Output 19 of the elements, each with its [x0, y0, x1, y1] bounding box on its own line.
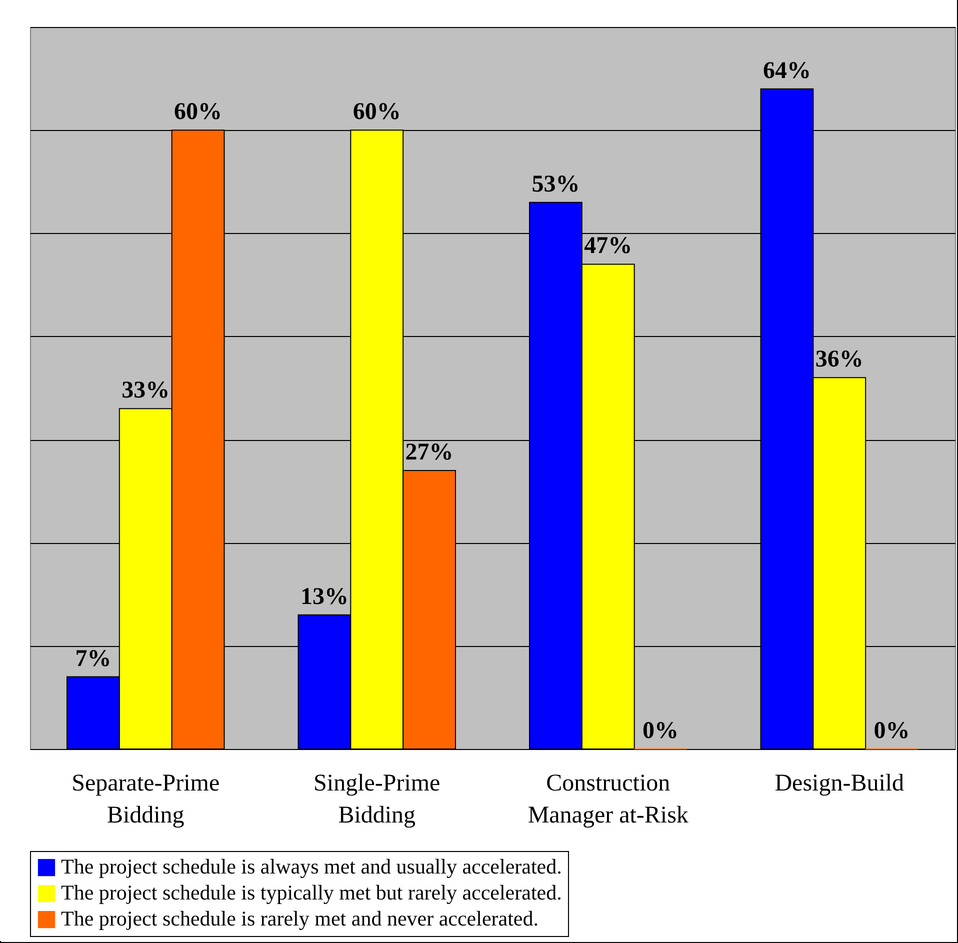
data-label: 60%: [352, 99, 401, 126]
data-label: 64%: [762, 58, 811, 84]
data-label: 53%: [532, 171, 580, 198]
data-label: 27%: [405, 440, 454, 466]
x-tick-label: Design-Build: [774, 770, 904, 796]
x-tick-label: Separate-Prime Bidding: [72, 770, 220, 828]
data-label: 36%: [815, 346, 864, 373]
data-label: 47%: [584, 233, 632, 260]
data-label: 33%: [122, 378, 170, 404]
data-label: 7%: [75, 646, 112, 672]
data-label: 0%: [874, 718, 910, 744]
x-tick-label: Construction Manager at-Risk: [528, 770, 688, 828]
x-tick-label: Single-Prime Bidding: [314, 770, 440, 828]
data-label: 13%: [300, 584, 348, 610]
legend-label: The project schedule is always met and usually accelerated.: [61, 854, 562, 878]
legend-label: The project schedule is rarely met and never accelerated.: [61, 906, 538, 930]
data-label: 60%: [174, 99, 222, 126]
data-label: 0%: [642, 718, 679, 744]
legend-label: The project schedule is typically met but rarely accelerated.: [61, 880, 562, 904]
